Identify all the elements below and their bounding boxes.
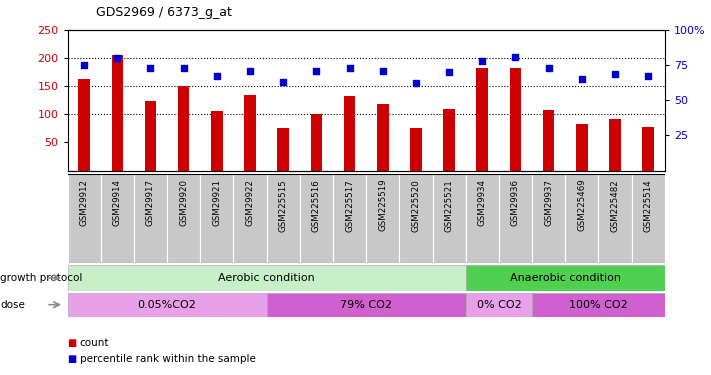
Bar xyxy=(499,174,532,262)
Bar xyxy=(68,174,101,262)
Bar xyxy=(333,174,366,262)
Bar xyxy=(631,174,665,262)
Point xyxy=(245,68,256,74)
Bar xyxy=(532,174,565,262)
Bar xyxy=(565,174,599,262)
Point xyxy=(444,69,455,75)
Text: ■: ■ xyxy=(68,338,77,348)
Text: GSM225519: GSM225519 xyxy=(378,179,387,231)
Bar xyxy=(432,174,466,262)
Bar xyxy=(201,174,233,262)
Bar xyxy=(643,127,654,171)
Text: GSM29914: GSM29914 xyxy=(113,179,122,226)
Point xyxy=(609,70,621,76)
Text: GSM29912: GSM29912 xyxy=(80,179,89,226)
Text: dose: dose xyxy=(0,300,25,310)
Text: 0% CO2: 0% CO2 xyxy=(476,300,521,310)
Point xyxy=(78,62,90,68)
Bar xyxy=(476,68,488,171)
Bar xyxy=(267,174,300,262)
Bar xyxy=(410,128,422,171)
Bar xyxy=(344,96,356,171)
Bar xyxy=(510,68,521,171)
Text: GDS2969 / 6373_g_at: GDS2969 / 6373_g_at xyxy=(96,6,232,19)
Bar xyxy=(211,111,223,171)
Text: GSM225514: GSM225514 xyxy=(643,179,653,231)
Text: GSM225517: GSM225517 xyxy=(345,179,354,231)
Bar xyxy=(400,174,432,262)
Text: GSM29937: GSM29937 xyxy=(544,179,553,226)
Bar xyxy=(267,292,466,317)
Bar xyxy=(78,79,90,171)
Text: Anaerobic condition: Anaerobic condition xyxy=(510,273,621,283)
Bar xyxy=(233,174,267,262)
Point xyxy=(344,65,356,71)
Point xyxy=(410,81,422,87)
Text: GSM225521: GSM225521 xyxy=(444,179,454,231)
Bar xyxy=(377,104,389,171)
Bar xyxy=(532,292,665,317)
Text: GSM29920: GSM29920 xyxy=(179,179,188,226)
Text: 100% CO2: 100% CO2 xyxy=(569,300,628,310)
Point xyxy=(211,74,223,80)
Point xyxy=(145,65,156,71)
Text: percentile rank within the sample: percentile rank within the sample xyxy=(80,354,255,364)
Bar xyxy=(599,174,631,262)
Bar xyxy=(101,174,134,262)
Text: 0.05%CO2: 0.05%CO2 xyxy=(138,300,196,310)
Text: count: count xyxy=(80,338,109,348)
Point xyxy=(311,68,322,74)
Text: GSM225482: GSM225482 xyxy=(611,179,619,231)
Text: GSM225515: GSM225515 xyxy=(279,179,288,231)
Point xyxy=(112,55,123,61)
Bar xyxy=(277,128,289,171)
Bar xyxy=(134,174,167,262)
Bar xyxy=(466,265,665,291)
Point xyxy=(277,79,289,85)
Bar xyxy=(145,101,156,171)
Text: growth protocol: growth protocol xyxy=(0,273,82,283)
Bar xyxy=(68,292,267,317)
Point xyxy=(476,58,488,64)
Bar xyxy=(112,56,123,171)
Bar xyxy=(576,124,588,171)
Text: GSM225520: GSM225520 xyxy=(412,179,420,231)
Point xyxy=(576,76,587,82)
Bar xyxy=(466,292,532,317)
Bar xyxy=(444,109,455,171)
Bar xyxy=(466,174,499,262)
Bar xyxy=(609,119,621,171)
Point xyxy=(543,65,555,71)
Bar xyxy=(543,110,555,171)
Bar xyxy=(167,174,201,262)
Bar xyxy=(366,174,400,262)
Text: GSM29934: GSM29934 xyxy=(478,179,487,226)
Text: GSM29921: GSM29921 xyxy=(213,179,221,226)
Bar xyxy=(245,95,256,171)
Bar xyxy=(300,174,333,262)
Point xyxy=(178,65,189,71)
Text: GSM225516: GSM225516 xyxy=(312,179,321,231)
Text: 79% CO2: 79% CO2 xyxy=(340,300,392,310)
Bar xyxy=(178,86,190,171)
Bar xyxy=(68,265,466,291)
Point xyxy=(377,68,388,74)
Text: GSM29917: GSM29917 xyxy=(146,179,155,226)
Point xyxy=(510,54,521,60)
Bar xyxy=(311,114,322,171)
Text: GSM225469: GSM225469 xyxy=(577,179,587,231)
Text: GSM29936: GSM29936 xyxy=(511,179,520,226)
Text: Aerobic condition: Aerobic condition xyxy=(218,273,315,283)
Text: GSM29922: GSM29922 xyxy=(245,179,255,226)
Point xyxy=(643,74,654,80)
Text: ■: ■ xyxy=(68,354,77,364)
